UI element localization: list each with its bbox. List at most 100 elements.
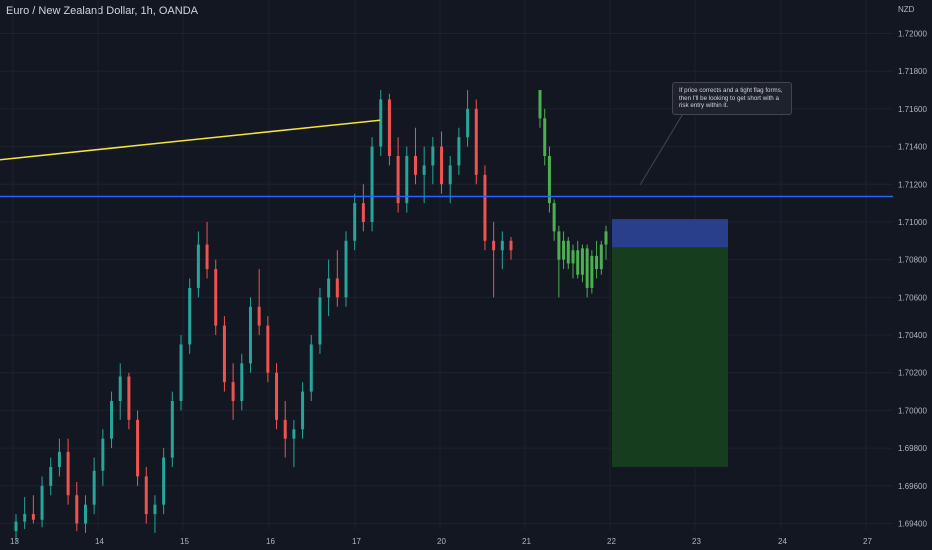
time-axis[interactable]: 13 14 15 16 17 20 21 22 23 24 27 (10, 537, 872, 546)
candle-body (40, 485, 44, 520)
projected-candle-body (576, 250, 580, 275)
candle-body (379, 99, 383, 147)
candle-body (75, 495, 79, 524)
price-tick-label: 1.69600 (898, 482, 927, 491)
price-tick-label: 1.69400 (898, 520, 927, 529)
take-profit-zone[interactable] (612, 247, 728, 467)
candle-body (335, 278, 339, 298)
candle-body (275, 372, 279, 420)
candle-body (101, 438, 105, 471)
projected-candle-body (557, 231, 561, 260)
price-tick-label: 1.70000 (898, 406, 927, 415)
candle-body (509, 240, 513, 251)
candle-body (396, 156, 400, 204)
time-tick-label: 22 (607, 537, 616, 546)
candle-body (118, 376, 122, 401)
candle-body (196, 244, 200, 288)
candle-body (231, 382, 235, 401)
stop-loss-zone[interactable] (612, 219, 728, 248)
projected-candle-body (566, 240, 570, 264)
price-tick-label: 1.70800 (898, 256, 927, 265)
price-tick-label: 1.70600 (898, 293, 927, 302)
candle-body (23, 514, 27, 522)
projected-candle-body (571, 250, 575, 264)
projected-candle-body (543, 118, 547, 156)
drawn-lines[interactable] (0, 111, 893, 198)
candle-body (49, 466, 53, 486)
price-tick-label: 1.71200 (898, 180, 927, 189)
projected-candle-body (538, 90, 542, 119)
candle-body (127, 376, 131, 420)
candle-body (136, 419, 140, 477)
candle-body (301, 391, 305, 430)
candle-body (240, 363, 244, 401)
candle-body (205, 244, 209, 270)
grid (0, 0, 893, 530)
time-tick-label: 24 (778, 537, 787, 546)
price-tick-label: 1.70400 (898, 331, 927, 340)
candle-body (327, 278, 331, 298)
projected-candle-body (604, 231, 608, 245)
candle-body (144, 476, 148, 515)
candle-body (318, 297, 322, 345)
projected-candle-body (562, 240, 566, 260)
chart-title: Euro / New Zealand Dollar, 1h, OANDA (6, 5, 198, 17)
candle-body (153, 504, 157, 515)
projected-candles (538, 90, 608, 298)
projected-candle-body (599, 244, 603, 270)
candle-body (162, 457, 166, 505)
price-tick-label: 1.71400 (898, 143, 927, 152)
annotation-callout[interactable]: If price corrects and a tight flag forms… (672, 82, 792, 115)
candle-body (457, 137, 461, 166)
position-zones[interactable] (612, 219, 728, 467)
price-tick-label: 1.71000 (898, 218, 927, 227)
time-tick-label: 21 (522, 537, 531, 546)
candle-body (179, 344, 183, 401)
time-tick-label: 16 (266, 537, 275, 546)
candle-body (440, 146, 444, 185)
candle-body (413, 156, 417, 175)
projected-candle-body (547, 156, 551, 204)
candle-body (422, 165, 426, 175)
projected-candle-body (552, 203, 556, 232)
candle-body (214, 269, 218, 326)
price-tick-label: 1.71800 (898, 67, 927, 76)
time-tick-label: 23 (692, 537, 701, 546)
projected-candle-body (585, 248, 589, 288)
candle-body (387, 99, 391, 156)
candle-body (448, 165, 452, 185)
candle-body (492, 240, 496, 251)
candle-body (266, 325, 270, 373)
candle-body (257, 306, 261, 326)
yellow-trendline[interactable] (0, 119, 381, 161)
projected-candle-body (595, 255, 599, 270)
candle-body (431, 146, 435, 166)
price-tick-label: 1.71600 (898, 105, 927, 114)
time-tick-label: 20 (437, 537, 446, 546)
candle-body (500, 240, 504, 251)
candle-body (92, 470, 96, 505)
time-tick-label: 13 (10, 537, 19, 546)
candle-body (66, 451, 70, 496)
callout-pointer (639, 111, 685, 186)
candle-body (170, 401, 174, 458)
time-tick-label: 14 (95, 537, 104, 546)
candles (14, 90, 513, 543)
candle-body (110, 401, 114, 439)
candle-body (353, 203, 357, 241)
candle-body (248, 306, 252, 364)
candle-body (83, 504, 87, 524)
price-axis[interactable]: NZD 1.72000 1.71800 1.71600 1.71400 1.71200 1… (898, 5, 927, 529)
candle-body (405, 156, 409, 204)
candle-body (57, 451, 61, 467)
candle-body (188, 287, 192, 345)
projected-candle-body (580, 248, 584, 275)
candle-body (309, 344, 313, 392)
candle-body (361, 203, 365, 222)
price-tick-label: 1.72000 (898, 30, 927, 39)
projected-candle-body (590, 255, 594, 288)
candle-body (466, 108, 470, 138)
candle-body (474, 108, 478, 175)
candle-body (370, 146, 374, 222)
